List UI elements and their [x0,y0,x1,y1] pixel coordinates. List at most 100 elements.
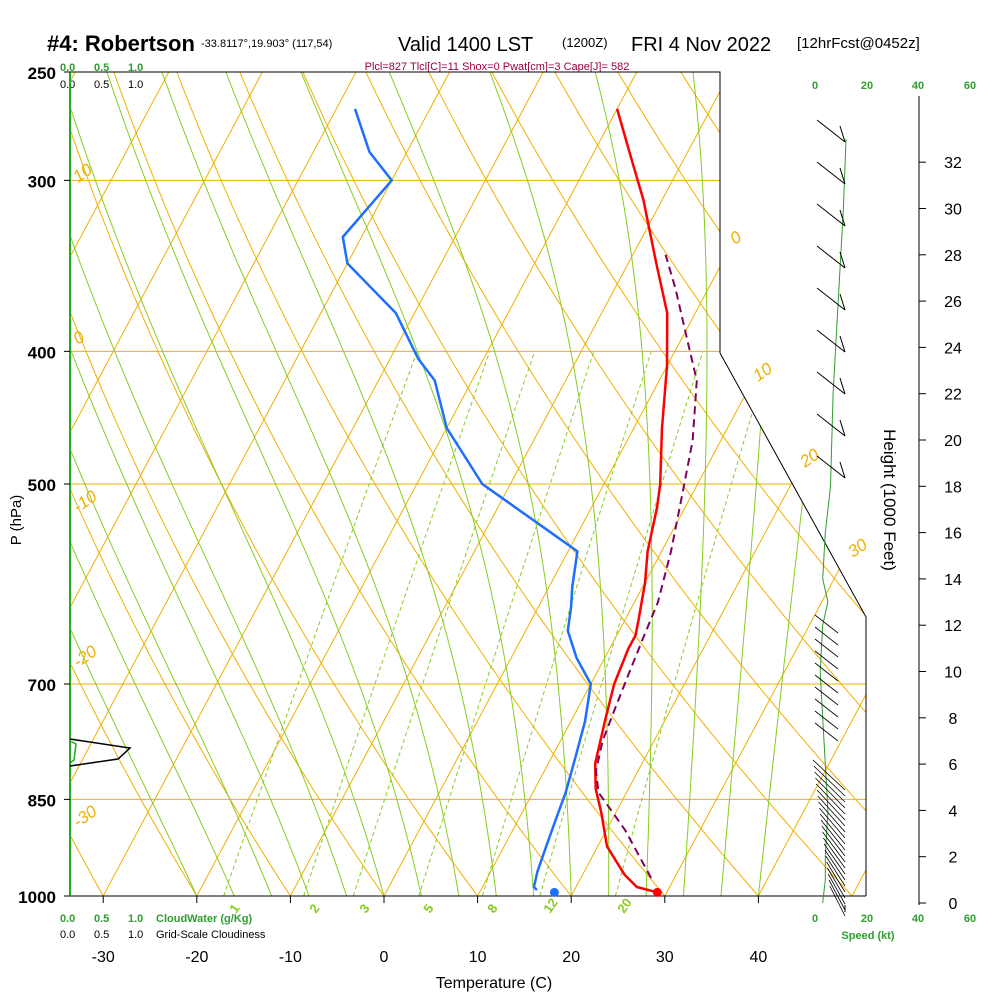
forecast-date: FRI 4 Nov 2022 [631,34,771,56]
cloud-scale-top: 0.0 0.5 1.0 0.0 0.5 1.0 [60,62,143,91]
moist-adiabat-line [489,72,610,896]
wind-barb [824,849,846,881]
cloudiness-caption: Grid-Scale Cloudiness [156,929,266,941]
temperature-line [593,108,669,894]
y-axis-title: P (hPa) [8,495,25,546]
wind-barb [827,867,846,899]
moist-adiabat-line [70,72,273,896]
wind-barb [823,837,846,869]
wind-barb [814,638,839,658]
wind-barb [816,455,846,479]
dry-adiabat-line [302,72,853,896]
dry-adiabat-line [239,72,759,896]
wind-barb [817,795,846,827]
moist-adiabat-line [300,72,535,896]
wind-barb-flag [839,125,846,143]
mixing-ratio-label: 12 [540,895,561,915]
frame-top [70,71,721,353]
wind-barb [813,765,846,797]
mixing-ratio-label: 3 [356,901,372,916]
wind-barb-flag [839,377,846,395]
forecast-info: [12hrFcst@0452z] [797,35,920,52]
wind-barb-flag [839,335,846,353]
moist-adiabat-line [106,72,422,896]
wind-barb [823,843,846,875]
isotherm-line [664,72,866,896]
mixing-ratio-label: 2 [306,901,322,916]
surface-temperature-dot [652,887,662,897]
moist-adiabat-line [70,72,348,896]
height-tick-label: 14 [944,572,962,589]
wind-barb [814,710,839,730]
dry-adiabat-line [491,72,866,896]
wind-barb [816,287,846,311]
axes: -30 -20 -10 0 10 20 30 402503004005007008501000… [18,64,962,966]
background-lines [70,72,1000,896]
cloud-black-label: 0.0 [60,929,75,941]
dry-adiabat-line [113,72,572,896]
dry-adiabat-label: 30 [844,535,871,562]
parcel-line [595,254,698,879]
wind-barb [820,819,846,851]
speed-label: 20 [861,80,873,92]
p-tick-label: 250 [28,64,56,83]
wind-barb [814,674,839,694]
wind-barb-flag [839,167,846,185]
wind-barb [816,413,846,437]
wind-barb [821,825,846,857]
mixing-ratio-line [418,351,595,896]
frame-diagonal [719,352,867,896]
wind-barb [814,650,839,670]
wind-barb [812,759,846,791]
dry-adiabat-line [996,72,1000,896]
moist-adiabat-line [70,72,310,896]
dry-adiabat-line [365,72,866,896]
wind-barb [814,698,839,718]
height-tick-label: 30 [944,202,962,219]
wind-barb [816,119,846,143]
height-tick-label: 0 [949,896,958,913]
profiles [69,108,698,897]
wind-barb [814,722,839,742]
wind-barb-flag [839,461,846,479]
p-tick-label: 400 [28,343,56,362]
p-tick-label: 500 [28,476,56,495]
isotherm-line [289,72,731,896]
mixing-ratio-label: 5 [420,901,436,916]
surface-dewpoint-dot [549,887,559,897]
height-tick-label: 10 [944,665,962,682]
cloud-black-label: 0.5 [94,929,109,941]
wind-barb [829,885,846,917]
isotherm-line [70,72,357,896]
cloudwater-profile [69,740,77,764]
moist-adiabat-line [388,72,572,896]
isotherm-line [70,72,451,896]
wind-barb [816,371,846,395]
height-tick-label: 8 [949,711,958,728]
isotherm-line [851,72,866,896]
cloud-green-label: 1.0 [128,913,143,925]
height-tick-label: 4 [949,803,958,820]
height-tick-label: 26 [944,294,962,311]
cloud-black-label: 0.5 [94,79,109,91]
speed-label: 60 [964,80,976,92]
wind-barb [814,686,839,706]
height-tick-label: 18 [944,479,962,496]
mixing-ratio-line [539,351,704,896]
dry-adiabat-line [806,72,866,896]
height-tick-label: 2 [949,850,958,867]
utc-time: (1200Z) [562,35,608,50]
wind-barb [814,626,839,646]
mixing-ratio-label: 8 [484,901,500,916]
dry-adiabat-label: 0 [726,227,745,248]
isotherm-line [757,72,866,896]
p-tick-label: 300 [28,172,56,191]
isotherm-line [102,72,544,896]
height-tick-label: 12 [944,618,962,635]
wind-barb [814,662,839,682]
wind-barb [825,855,846,887]
height-tick-label: 16 [944,526,962,543]
wind-barb [827,873,846,905]
height-tick-label: 22 [944,387,962,404]
wind-barb [816,789,846,821]
